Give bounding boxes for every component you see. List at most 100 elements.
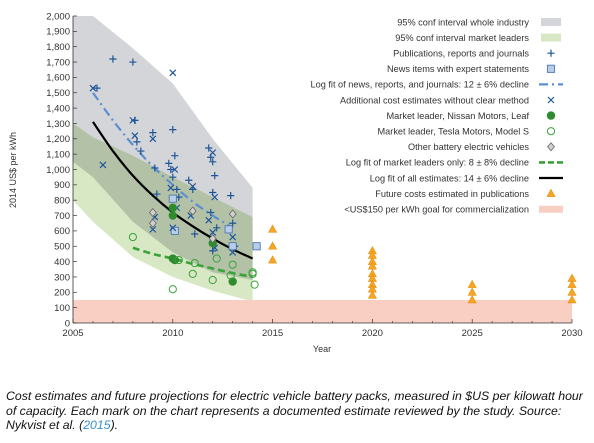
pubs-point bbox=[173, 185, 181, 194]
legend-x-marker bbox=[547, 96, 555, 104]
legend-symbol-other bbox=[547, 142, 555, 152]
pubs-point bbox=[93, 84, 101, 92]
legend-symbol-band_leaders bbox=[541, 33, 561, 42]
legend-symbol-addl bbox=[547, 96, 555, 104]
other-point bbox=[148, 218, 157, 228]
tesla-point bbox=[174, 255, 183, 265]
pubs-point bbox=[149, 129, 157, 137]
legend-open-circle-marker bbox=[546, 127, 556, 136]
future-point bbox=[467, 295, 477, 304]
y-tick-label: 300 bbox=[54, 272, 70, 283]
addl-point bbox=[169, 224, 177, 232]
pubs-point bbox=[205, 144, 213, 152]
y-tick-label: 0 bbox=[65, 318, 70, 329]
tesla-point bbox=[226, 271, 235, 280]
x-tick-label: 2025 bbox=[462, 328, 483, 339]
confidence-bands bbox=[73, 16, 253, 302]
caption-text: Cost estimates and future projections fo… bbox=[6, 389, 583, 432]
x-axis-label: Year bbox=[313, 344, 331, 354]
y-tick-label: 500 bbox=[54, 242, 70, 253]
tesla-point bbox=[168, 285, 177, 294]
future-point bbox=[268, 224, 278, 233]
legend-symbol-nissan bbox=[546, 111, 556, 120]
legend-symbol-pubs bbox=[547, 49, 555, 57]
legend-plus-marker bbox=[547, 49, 555, 57]
addl-point bbox=[167, 184, 175, 192]
legend-label-goal: <US$150 per kWh goal for commercializati… bbox=[344, 205, 529, 215]
legend-label-band_leaders: 95% conf interval market leaders bbox=[395, 33, 529, 43]
tesla-series bbox=[128, 232, 259, 294]
tesla-point bbox=[188, 269, 197, 278]
pubs-point bbox=[137, 147, 145, 155]
addl-point bbox=[229, 248, 237, 256]
fit-leaders-line bbox=[132, 246, 253, 279]
legend-triangle-marker bbox=[546, 188, 556, 197]
caption-text-tail: ). bbox=[110, 418, 119, 432]
tesla-point bbox=[190, 259, 199, 268]
legend-label-future: Future costs estimated in publications bbox=[375, 189, 529, 199]
legend-square-marker bbox=[546, 64, 556, 73]
legend-swatch bbox=[539, 205, 563, 213]
addl-point bbox=[89, 84, 97, 92]
addl-point bbox=[131, 132, 139, 140]
x-tick-label: 2020 bbox=[362, 328, 383, 339]
caption-citation-link[interactable]: 2015 bbox=[83, 418, 111, 432]
legend-label-fit_news: Log fit of news, reports, and journals: … bbox=[310, 80, 529, 90]
pubs-point bbox=[211, 172, 219, 180]
legend-diamond-marker bbox=[547, 142, 555, 152]
news-series bbox=[168, 194, 261, 251]
legend-label-pubs: Publications, reports and journals bbox=[393, 49, 529, 59]
legend-symbol-goal bbox=[539, 205, 563, 213]
legend-symbol-tesla bbox=[546, 127, 556, 136]
pubs-point bbox=[109, 55, 117, 63]
legend-symbol-band_industry bbox=[541, 18, 561, 26]
legend-swatch bbox=[541, 18, 561, 26]
y-tick-label: 1,300 bbox=[46, 119, 70, 130]
nissan-point bbox=[168, 211, 177, 220]
tesla-point bbox=[208, 275, 217, 285]
addl-point bbox=[211, 193, 219, 201]
addl-point bbox=[169, 69, 177, 77]
legend-label-tesla: Market leader, Tesla Motors, Model S bbox=[378, 127, 530, 137]
future-point bbox=[367, 290, 377, 299]
tesla-point bbox=[128, 232, 137, 242]
legend-symbol-news bbox=[546, 64, 556, 73]
fit-news-line bbox=[92, 92, 234, 229]
news-point bbox=[228, 242, 237, 251]
addl-point bbox=[209, 229, 217, 236]
addl-point bbox=[189, 182, 197, 190]
addl-series bbox=[89, 69, 237, 256]
battery-cost-chart: 0 100 200 300 400 500 600 700 800 900 1,000 1,100 1,… bbox=[8, 11, 583, 354]
news-point bbox=[170, 226, 179, 235]
other-point bbox=[208, 233, 217, 244]
future-series bbox=[268, 224, 577, 304]
tesla-point bbox=[228, 260, 237, 269]
pubs-point bbox=[151, 164, 159, 172]
future-point bbox=[567, 287, 577, 296]
tesla-point bbox=[250, 280, 259, 289]
addl-point bbox=[171, 166, 179, 173]
addl-point bbox=[149, 225, 157, 233]
legend-label-fit_leaders: Log fit of market leaders only: 8 ± 8% d… bbox=[346, 158, 529, 168]
legend: 95% conf interval whole industry 95% conf… bbox=[310, 17, 563, 215]
y-tick-label: 1,900 bbox=[46, 27, 70, 38]
addl-point bbox=[149, 135, 157, 143]
future-point bbox=[467, 287, 477, 296]
future-point bbox=[467, 279, 477, 288]
addl-point bbox=[99, 161, 107, 169]
data-marks bbox=[89, 55, 577, 304]
y-tick-label: 1,200 bbox=[46, 134, 70, 145]
y-tick-label: 1,100 bbox=[46, 149, 70, 160]
y-tick-label: 700 bbox=[54, 211, 70, 222]
legend-symbol-future bbox=[546, 188, 556, 197]
legend-label-nissan: Market leader, Nissan Motors, Leaf bbox=[387, 111, 530, 121]
tesla-point bbox=[212, 254, 221, 263]
legend-label-news: News items with expert statements bbox=[387, 64, 529, 74]
pubs-point bbox=[209, 158, 217, 166]
y-tick-label: 1,700 bbox=[46, 57, 70, 68]
pubs-point bbox=[165, 159, 173, 167]
legend-label-addl: Additional cost estimates without clear … bbox=[340, 95, 529, 105]
future-point bbox=[567, 295, 577, 304]
pubs-point bbox=[129, 58, 137, 66]
addl-point bbox=[205, 216, 213, 224]
